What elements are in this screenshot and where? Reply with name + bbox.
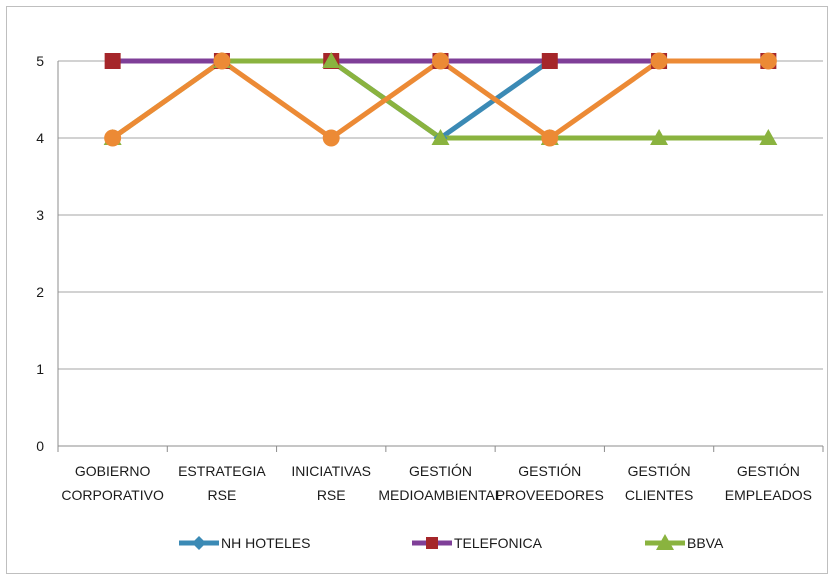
data-point <box>104 53 121 69</box>
data-point <box>650 52 668 70</box>
line-chart: 0 1 2 3 4 5 GOBIERNO CORPORATIVO ESTRATEGIA RSE I… <box>36 52 824 551</box>
gridlines <box>58 60 823 447</box>
y-tick-label: 3 <box>36 207 44 223</box>
data-point <box>541 129 559 147</box>
data-point <box>759 52 777 70</box>
series-line-bbva <box>111 58 769 141</box>
data-point <box>322 129 340 147</box>
y-axis-ticks: 0 1 2 3 4 5 <box>36 53 44 454</box>
series-lines <box>111 57 769 142</box>
legend-label: NH HOTELES <box>221 535 310 551</box>
legend-marker <box>426 537 438 549</box>
data-point <box>432 52 449 70</box>
data-point <box>213 52 231 70</box>
x-tick-label: GESTIÓN CLIENTES <box>625 463 693 503</box>
y-tick-label: 2 <box>36 284 44 300</box>
data-point <box>759 129 778 145</box>
data-point <box>541 53 558 69</box>
x-tick-label: INICIATIVAS RSE <box>291 463 371 503</box>
x-tick-label: GESTIÓN MEDIOAMBIENTAL <box>378 463 502 503</box>
data-point <box>104 129 122 147</box>
x-axis: GOBIERNO CORPORATIVO ESTRATEGIA RSE INICIATI… <box>57 61 824 503</box>
series-line-nh-hoteles <box>112 58 769 142</box>
legend-marker <box>192 536 206 550</box>
x-tick-label: GESTIÓN PROVEEDORES <box>496 463 604 503</box>
x-tick-label: GOBIERNO CORPORATIVO <box>61 463 164 503</box>
y-tick-label: 4 <box>36 130 44 146</box>
series-markers <box>103 52 778 147</box>
legend-label: TELEFONICA <box>454 535 543 551</box>
legend-label: BBVA <box>687 535 724 551</box>
data-point <box>650 129 669 145</box>
x-tick-label: GESTIÓN EMPLEADOS <box>725 463 812 503</box>
legend-item: TELEFONICA <box>412 535 543 551</box>
chart-frame: 0 1 2 3 4 5 GOBIERNO CORPORATIVO ESTRATEGIA RSE I… <box>6 6 828 574</box>
legend-item: BBVA <box>645 534 724 551</box>
data-point <box>431 129 450 145</box>
legend-item: NH HOTELES <box>179 535 310 551</box>
y-tick-label: 0 <box>36 438 44 454</box>
legend-marker <box>656 534 674 550</box>
series-line-unnamed <box>111 57 769 142</box>
y-tick-label: 1 <box>36 361 44 377</box>
x-tick-label: ESTRATEGIA RSE <box>178 463 266 503</box>
data-point <box>322 52 341 68</box>
legend: NH HOTELES TELEFONICA BBVA <box>179 534 724 551</box>
y-tick-label: 5 <box>36 53 44 69</box>
